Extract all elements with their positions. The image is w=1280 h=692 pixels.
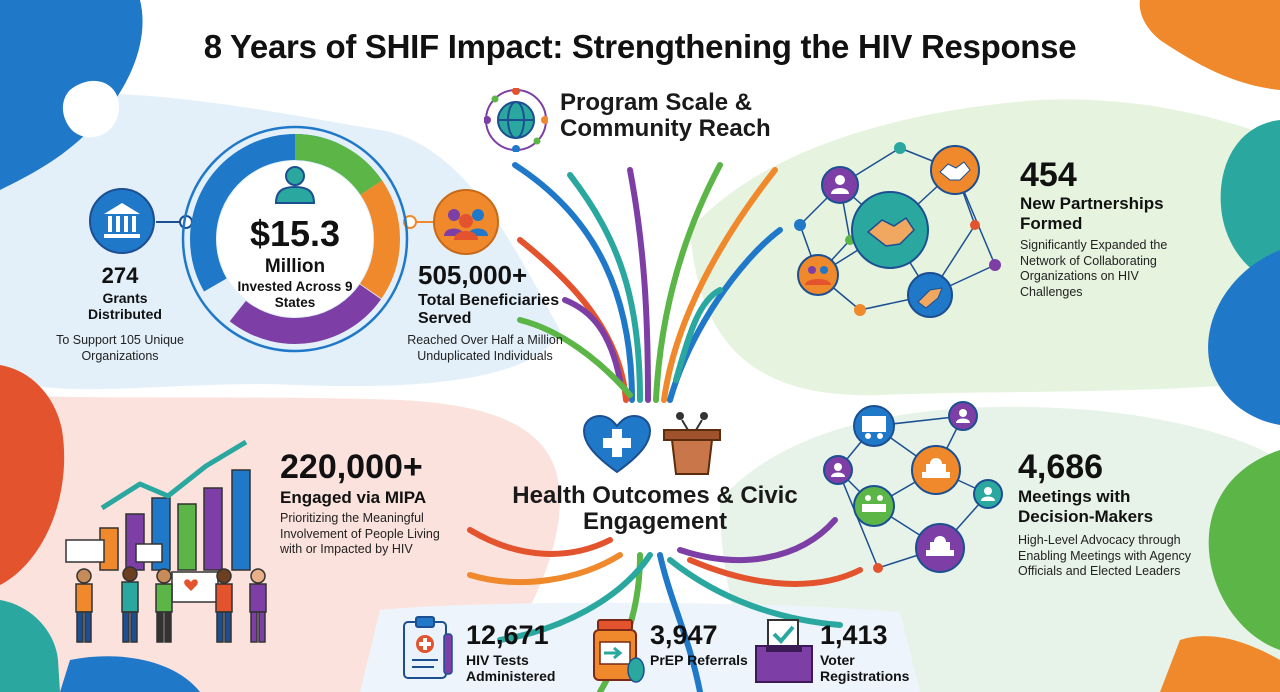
- globe-network-icon: [483, 87, 549, 157]
- hiv-tests-label: HIV Tests Administered: [466, 652, 556, 685]
- group-icon: [432, 188, 500, 261]
- mipa-value: 220,000+: [280, 448, 423, 486]
- mipa-detail: Prioritizing the Meaningful Involvement …: [280, 511, 440, 557]
- meetings-network: [823, 401, 1003, 573]
- beneficiaries-value: 505,000+: [418, 260, 528, 290]
- voter-value: 1,413: [820, 620, 888, 650]
- grants-value: 274: [101, 263, 139, 288]
- page-title: 8 Years of SHIF Impact: Strengthening th…: [203, 28, 1077, 65]
- health-outcomes-heading: Health Outcomes & Civic Engagement: [512, 482, 798, 536]
- meetings-detail: High-Level Advocacy through Enabling Mee…: [1018, 533, 1192, 579]
- meetings-label: Meetings with Decision-Makers: [1018, 487, 1154, 526]
- heart-cross-icon: [582, 414, 652, 481]
- partnerships-label: New Partnerships Formed: [1020, 194, 1164, 233]
- meetings-value: 4,686: [1018, 448, 1104, 486]
- person-icon: [272, 165, 318, 210]
- pill-bottle-icon: [590, 618, 646, 689]
- grants-label: Grants Distributed: [88, 290, 162, 323]
- beneficiaries-detail: Reached Over Half a Million Unduplicated…: [407, 333, 563, 363]
- mipa-label: Engaged via MIPA: [280, 488, 427, 507]
- partnership-network: [794, 142, 1001, 318]
- podium-icon: [660, 406, 724, 481]
- partnerships-detail: Significantly Expanded the Network of Co…: [1020, 238, 1168, 299]
- prep-label: PrEP Referrals: [650, 652, 748, 668]
- bank-icon: [88, 187, 156, 260]
- grants-detail: To Support 105 Unique Organizations: [56, 333, 184, 363]
- invested-value: $15.3: [249, 213, 341, 254]
- invested-unit: Million: [264, 256, 326, 277]
- partnerships-value: 454: [1020, 156, 1077, 194]
- program-scale-heading: Program Scale & Community Reach: [560, 89, 771, 143]
- voter-label: Voter Registrations: [820, 652, 910, 685]
- prep-value: 3,947: [650, 620, 718, 650]
- beneficiaries-label: Total Beneficiaries Served: [418, 292, 560, 328]
- ballot-box-icon: [752, 618, 816, 689]
- investment-donut: [181, 125, 409, 353]
- clipboard-medical-icon: [400, 614, 456, 687]
- invested-label: Invested Across 9 States: [237, 279, 353, 310]
- hiv-tests-value: 12,671: [466, 620, 549, 650]
- mipa-illustration: [65, 439, 267, 643]
